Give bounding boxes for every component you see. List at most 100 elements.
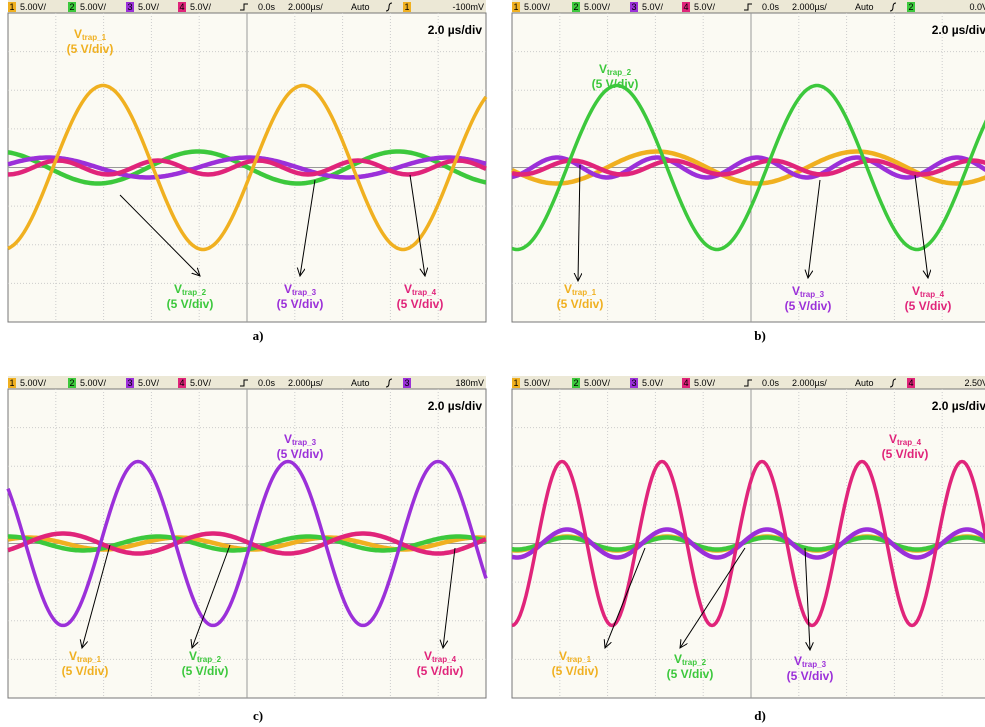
scope-panel: 15.00V/25.00V/35.0V/45.0V/0.0s2.000µs/Au… bbox=[512, 0, 985, 343]
label-symbol: V bbox=[794, 654, 802, 668]
label-subscript: trap_1 bbox=[82, 33, 107, 42]
channel-number: 2 bbox=[69, 2, 74, 12]
channel-number: 2 bbox=[573, 2, 578, 12]
channel-scale: 5.00V/ bbox=[20, 378, 47, 388]
trigger-channel: 2 bbox=[908, 2, 913, 12]
caption: c) bbox=[253, 708, 263, 723]
label-scale: (5 V/div) bbox=[67, 42, 114, 56]
channel-number: 1 bbox=[513, 2, 518, 12]
scope-panel: 1 5.00V/2 5.00V/3 5.0V/4 5.0V/0.0s 2.000µs/Au… bbox=[8, 0, 486, 343]
label-symbol: V bbox=[912, 284, 920, 298]
label-subscript: trap_4 bbox=[897, 438, 922, 447]
label-symbol: V bbox=[889, 432, 897, 446]
channel-scale: 5.00V/ bbox=[524, 378, 551, 388]
label-symbol: V bbox=[284, 432, 292, 446]
channel-number: 2 bbox=[69, 378, 74, 388]
label-subscript: trap_1 bbox=[572, 288, 597, 297]
caption: d) bbox=[754, 708, 766, 723]
scope-screen: 2.0 µs/divVtrap_1(5 V/div)Vtrap_2(5 V/di… bbox=[8, 389, 486, 698]
label-subscript: trap_2 bbox=[182, 288, 207, 297]
trigger-channel: 4 bbox=[908, 378, 913, 388]
timescale: 2.0 µs/div bbox=[932, 23, 985, 37]
channel-number: 3 bbox=[127, 378, 132, 388]
mode: Auto bbox=[351, 378, 370, 388]
channel-scale: 5.0V/ bbox=[642, 2, 664, 12]
timebase: 2.000µs/ bbox=[288, 378, 323, 388]
channel-number: 3 bbox=[631, 2, 636, 12]
channel-scale: 5.00V/ bbox=[584, 378, 611, 388]
label-symbol: V bbox=[404, 282, 412, 296]
label-symbol: V bbox=[174, 282, 182, 296]
trigger-level: 180mV bbox=[455, 378, 484, 388]
label-symbol: V bbox=[424, 649, 432, 663]
caption: a) bbox=[253, 328, 264, 343]
channel-scale: 5.00V/ bbox=[80, 2, 107, 12]
label-subscript: trap_2 bbox=[682, 658, 707, 667]
mode: Auto bbox=[855, 2, 874, 12]
label-subscript: trap_4 bbox=[920, 290, 945, 299]
channel-number: 3 bbox=[631, 378, 636, 388]
channel-scale: 5.0V/ bbox=[138, 2, 160, 12]
label-scale: (5 V/div) bbox=[557, 297, 604, 311]
label-subscript: trap_2 bbox=[197, 655, 222, 664]
label-scale: (5 V/div) bbox=[277, 297, 324, 311]
trigger-level: 2.50V bbox=[964, 378, 985, 388]
channel-scale: 5.0V/ bbox=[138, 378, 160, 388]
channel-scale: 5.00V/ bbox=[20, 2, 47, 12]
label-symbol: V bbox=[189, 649, 197, 663]
channel-scale: 5.00V/ bbox=[524, 2, 551, 12]
label-symbol: V bbox=[674, 652, 682, 666]
delay: 0.0s bbox=[258, 378, 276, 388]
label-subscript: trap_4 bbox=[412, 288, 437, 297]
channel-number: 2 bbox=[573, 378, 578, 388]
channel-scale: 5.0V/ bbox=[190, 2, 212, 12]
label-scale: (5 V/div) bbox=[785, 299, 832, 313]
label-subscript: trap_1 bbox=[567, 655, 592, 664]
trigger-channel: 1 bbox=[404, 2, 409, 12]
channel-number: 1 bbox=[9, 2, 14, 12]
label-subscript: trap_4 bbox=[432, 655, 457, 664]
mode: Auto bbox=[351, 2, 370, 12]
label-scale: (5 V/div) bbox=[417, 664, 464, 678]
channel-scale: 5.0V/ bbox=[694, 378, 716, 388]
label-subscript: trap_3 bbox=[292, 438, 317, 447]
channel-scale: 5.0V/ bbox=[694, 2, 716, 12]
timebase: 2.000µs/ bbox=[288, 2, 323, 12]
timescale: 2.0 µs/div bbox=[428, 399, 483, 413]
figure: 1 5.00V/2 5.00V/3 5.0V/4 5.0V/0.0s 2.000µs/Au… bbox=[0, 0, 985, 727]
label-scale: (5 V/div) bbox=[277, 447, 324, 461]
timebase: 2.000µs/ bbox=[792, 2, 827, 12]
label-symbol: V bbox=[69, 649, 77, 663]
caption: b) bbox=[754, 328, 766, 343]
trigger-channel: 3 bbox=[404, 378, 409, 388]
channel-number: 4 bbox=[179, 378, 184, 388]
mode: Auto bbox=[855, 378, 874, 388]
label-scale: (5 V/div) bbox=[182, 664, 229, 678]
channel-scale: 5.0V/ bbox=[642, 378, 664, 388]
channel-scale: 5.00V/ bbox=[80, 378, 107, 388]
delay: 0.0s bbox=[762, 2, 780, 12]
channel-scale: 5.0V/ bbox=[190, 378, 212, 388]
label-symbol: V bbox=[74, 27, 82, 41]
delay: 0.0s bbox=[258, 2, 276, 12]
label-scale: (5 V/div) bbox=[552, 664, 599, 678]
label-scale: (5 V/div) bbox=[62, 664, 109, 678]
timescale: 2.0 µs/div bbox=[428, 23, 483, 37]
label-scale: (5 V/div) bbox=[787, 669, 834, 683]
label-subscript: trap_3 bbox=[802, 660, 827, 669]
label-symbol: V bbox=[559, 649, 567, 663]
trigger-level: -100mV bbox=[452, 2, 484, 12]
channel-number: 1 bbox=[9, 378, 14, 388]
label-scale: (5 V/div) bbox=[167, 297, 214, 311]
channel-number: 4 bbox=[683, 2, 688, 12]
label-symbol: V bbox=[564, 282, 572, 296]
channel-number: 3 bbox=[127, 2, 132, 12]
label-scale: (5 V/div) bbox=[882, 447, 929, 461]
label-scale: (5 V/div) bbox=[397, 297, 444, 311]
channel-number: 4 bbox=[179, 2, 184, 12]
scope-panel: 1 5.00V/2 5.00V/3 5.0V/4 5.0V/0.0s 2.000µs/Au… bbox=[8, 376, 486, 723]
delay: 0.0s bbox=[762, 378, 780, 388]
label-scale: (5 V/div) bbox=[905, 299, 952, 313]
